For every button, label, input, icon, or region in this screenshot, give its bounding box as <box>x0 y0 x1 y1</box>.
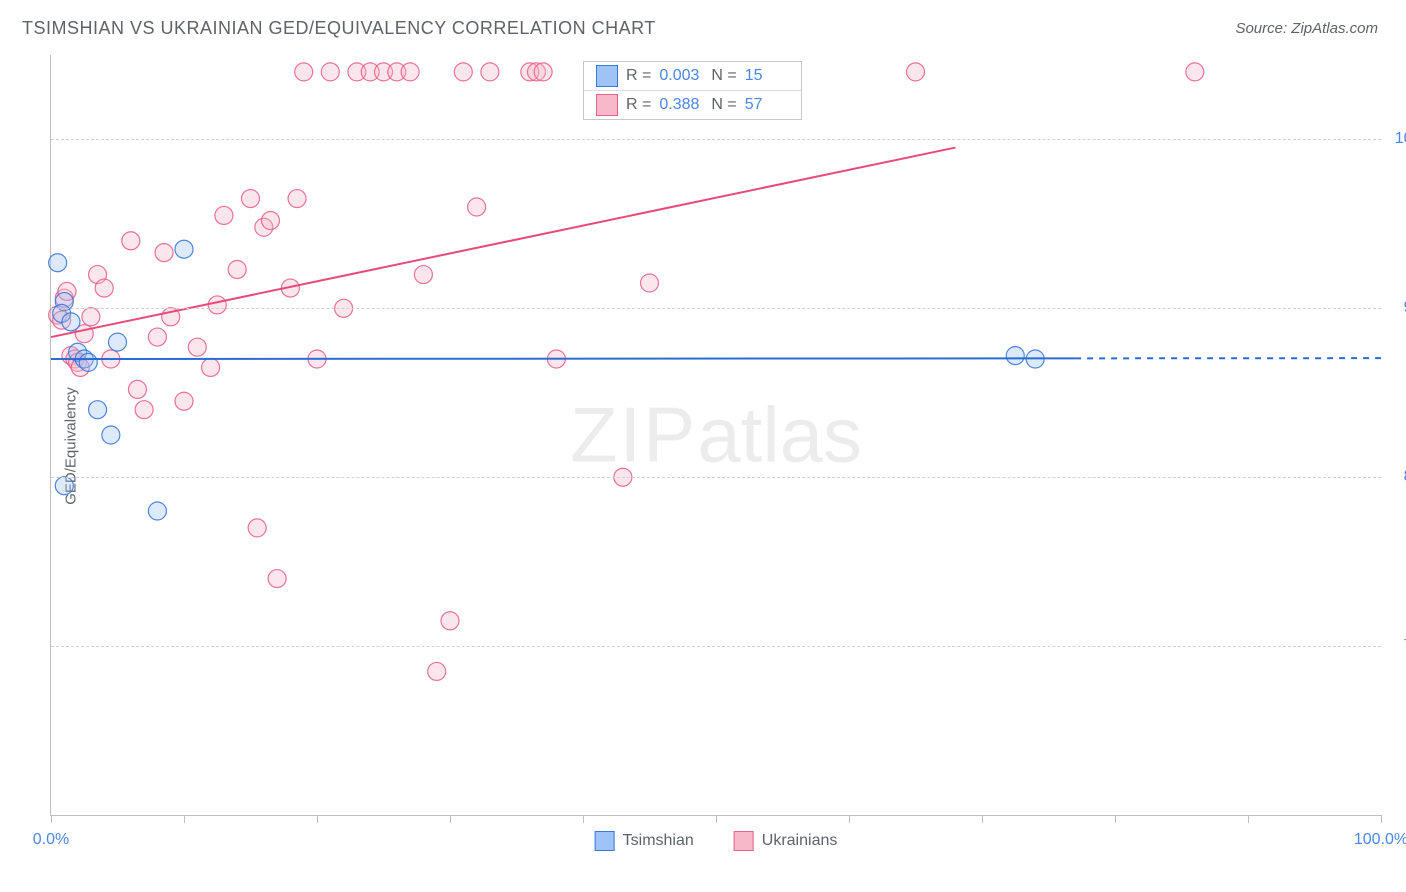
data-point <box>188 338 206 356</box>
data-point <box>268 570 286 588</box>
data-point <box>1006 347 1024 365</box>
legend-swatch <box>596 65 618 87</box>
data-point <box>122 232 140 250</box>
data-point <box>202 358 220 376</box>
plot-area: ZIPatlas R =0.003N =15R =0.388N =57 Tsim… <box>50 55 1381 816</box>
legend-r-value: 0.003 <box>659 67 703 85</box>
series-legend-item: Tsimshian <box>595 831 694 851</box>
y-tick-label: 90.0% <box>1389 299 1406 317</box>
series-legend: Tsimshian Ukrainians <box>595 831 838 851</box>
legend-n-label: N = <box>711 96 736 114</box>
legend-r-label: R = <box>626 67 651 85</box>
data-point <box>295 63 313 81</box>
legend-row: R = 0.388 N = 57 <box>584 91 801 119</box>
legend-n-value: 57 <box>745 96 789 114</box>
data-point <box>534 63 552 81</box>
x-tick <box>1115 815 1116 823</box>
data-point <box>82 308 100 326</box>
data-point <box>261 212 279 230</box>
x-tick <box>317 815 318 823</box>
data-point <box>481 63 499 81</box>
scatter-svg <box>51 55 1381 815</box>
y-tick-label: 100.0% <box>1389 130 1406 148</box>
data-point <box>468 198 486 216</box>
data-point <box>1186 63 1204 81</box>
series-name: Ukrainians <box>762 832 838 850</box>
legend-n-value: 15 <box>745 67 789 85</box>
data-point <box>321 63 339 81</box>
gridline <box>51 646 1381 647</box>
x-tick <box>1381 815 1382 823</box>
legend-row: R = 0.003 N = 15 <box>584 62 801 91</box>
x-tick <box>184 815 185 823</box>
data-point <box>135 401 153 419</box>
y-tick-label: 70.0% <box>1389 637 1406 655</box>
data-point <box>288 190 306 208</box>
x-tick-label: 100.0% <box>1354 831 1406 849</box>
x-tick-label: 0.0% <box>33 831 69 849</box>
data-point <box>428 662 446 680</box>
data-point <box>414 266 432 284</box>
x-tick <box>450 815 451 823</box>
data-point <box>89 401 107 419</box>
data-point <box>55 477 73 495</box>
data-point <box>454 63 472 81</box>
x-tick <box>51 815 52 823</box>
legend-swatch <box>596 94 618 116</box>
correlation-legend: R = 0.003 N = 15 R = 0.388 N = 57 <box>583 61 802 120</box>
gridline <box>51 308 1381 309</box>
data-point <box>148 328 166 346</box>
data-point <box>102 426 120 444</box>
x-tick <box>716 815 717 823</box>
data-point <box>95 279 113 297</box>
data-point <box>175 392 193 410</box>
x-tick <box>849 815 850 823</box>
data-point <box>62 313 80 331</box>
chart-container: TSIMSHIAN VS UKRAINIAN GED/EQUIVALENCY C… <box>0 0 1406 892</box>
trend-line <box>51 358 1075 359</box>
data-point <box>148 502 166 520</box>
gridline <box>51 139 1381 140</box>
legend-swatch <box>734 831 754 851</box>
y-tick-label: 80.0% <box>1389 468 1406 486</box>
data-point <box>155 244 173 262</box>
legend-r-value: 0.388 <box>659 96 703 114</box>
data-point <box>128 380 146 398</box>
data-point <box>215 206 233 224</box>
x-tick <box>982 815 983 823</box>
legend-r-label: R = <box>626 96 651 114</box>
chart-title: TSIMSHIAN VS UKRAINIAN GED/EQUIVALENCY C… <box>22 18 656 39</box>
data-point <box>175 240 193 258</box>
data-point <box>907 63 925 81</box>
data-point <box>228 260 246 278</box>
x-tick <box>583 815 584 823</box>
legend-n-label: N = <box>711 67 736 85</box>
data-point <box>248 519 266 537</box>
data-point <box>109 333 127 351</box>
gridline <box>51 477 1381 478</box>
series-name: Tsimshian <box>623 832 694 850</box>
data-point <box>208 296 226 314</box>
source-label: Source: ZipAtlas.com <box>1235 20 1378 37</box>
data-point <box>441 612 459 630</box>
data-point <box>242 190 260 208</box>
data-point <box>641 274 659 292</box>
series-legend-item: Ukrainians <box>734 831 838 851</box>
legend-swatch <box>595 831 615 851</box>
data-point <box>401 63 419 81</box>
data-point <box>79 353 97 371</box>
x-tick <box>1248 815 1249 823</box>
data-point <box>49 254 67 272</box>
